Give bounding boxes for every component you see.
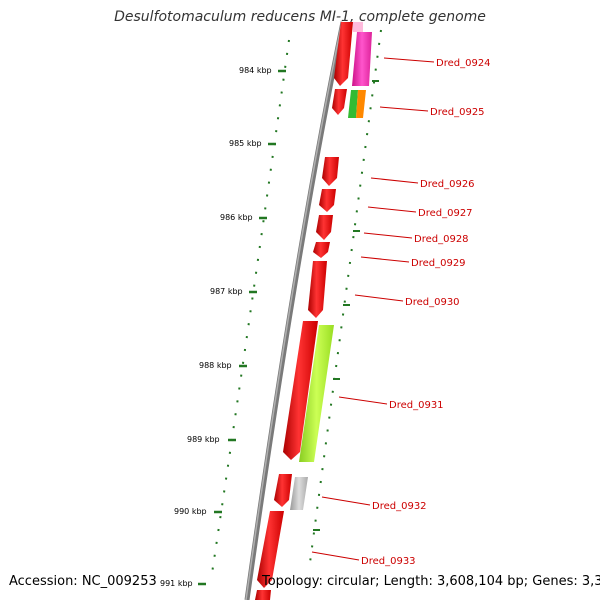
tick-label-986: 986 kbp bbox=[220, 213, 253, 222]
tick-label-985: 985 kbp bbox=[229, 139, 262, 148]
gene-dred-0925-green-feature[interactable] bbox=[348, 90, 358, 118]
gene-partial-bottom-feature[interactable] bbox=[255, 590, 271, 600]
tick-label-990: 990 kbp bbox=[174, 507, 207, 516]
gene-label-dred-0925[interactable]: Dred_0925 bbox=[430, 107, 485, 118]
gene-leader-lines bbox=[311, 57, 435, 561]
map-title: Desulfotomaculum reducens MI-1, complete… bbox=[114, 9, 486, 25]
accession-text: Accession: NC_009253 bbox=[9, 574, 157, 589]
genome-backbone bbox=[244, 21, 346, 600]
tick-label-991: 991 kbp bbox=[160, 579, 193, 588]
gene-label-dred-0933[interactable]: Dred_0933 bbox=[361, 556, 416, 567]
gene-dred-0929-feature[interactable] bbox=[313, 242, 330, 258]
outer-tick-marks bbox=[313, 80, 379, 531]
gene-dred-0931-lime-feature[interactable] bbox=[299, 325, 334, 462]
outer-dotted-ring bbox=[308, 29, 382, 571]
inner-tick-marks bbox=[198, 69, 286, 586]
topology-text: Topology: circular; Length: 3,608,104 bp… bbox=[262, 574, 600, 589]
gene-dred-0932-feature[interactable] bbox=[274, 474, 292, 507]
gene-label-dred-0924[interactable]: Dred_0924 bbox=[436, 58, 491, 69]
tick-label-989: 989 kbp bbox=[187, 435, 220, 444]
gene-dred-0930-feature[interactable] bbox=[308, 261, 327, 318]
gene-dred-0931-feature[interactable] bbox=[283, 321, 318, 460]
gene-dred-0924-light-feature[interactable] bbox=[353, 22, 363, 32]
gene-dred-0925-orange-feature[interactable] bbox=[356, 90, 366, 118]
gene-label-dred-0931[interactable]: Dred_0931 bbox=[389, 400, 444, 411]
gene-label-dred-0929[interactable]: Dred_0929 bbox=[411, 258, 466, 269]
genome-backbone-highlight bbox=[245, 21, 343, 600]
tick-label-987: 987 kbp bbox=[210, 287, 243, 296]
gene-dred-0928-feature[interactable] bbox=[316, 215, 333, 240]
gene-label-dred-0926[interactable]: Dred_0926 bbox=[420, 179, 475, 190]
forward-strand-genes bbox=[255, 22, 353, 600]
tick-label-988: 988 kbp bbox=[199, 361, 232, 370]
gene-label-dred-0927[interactable]: Dred_0927 bbox=[418, 208, 473, 219]
gene-dred-0924-magenta-feature[interactable] bbox=[352, 32, 372, 86]
gene-dred-0927-feature[interactable] bbox=[319, 189, 336, 212]
gene-label-dred-0932[interactable]: Dred_0932 bbox=[372, 501, 427, 512]
gene-dred-0932-gray-feature[interactable] bbox=[290, 477, 308, 510]
gene-dred-0933-feature[interactable] bbox=[257, 511, 284, 588]
reverse-strand-genes bbox=[290, 22, 372, 510]
gene-dred-0926-feature[interactable] bbox=[322, 157, 339, 186]
gene-dred-0925-feature[interactable] bbox=[332, 89, 347, 115]
gene-label-dred-0928[interactable]: Dred_0928 bbox=[414, 234, 469, 245]
gene-dred-0924-feature[interactable] bbox=[334, 22, 353, 86]
tick-label-984: 984 kbp bbox=[239, 66, 272, 75]
gene-label-dred-0930[interactable]: Dred_0930 bbox=[405, 297, 460, 308]
